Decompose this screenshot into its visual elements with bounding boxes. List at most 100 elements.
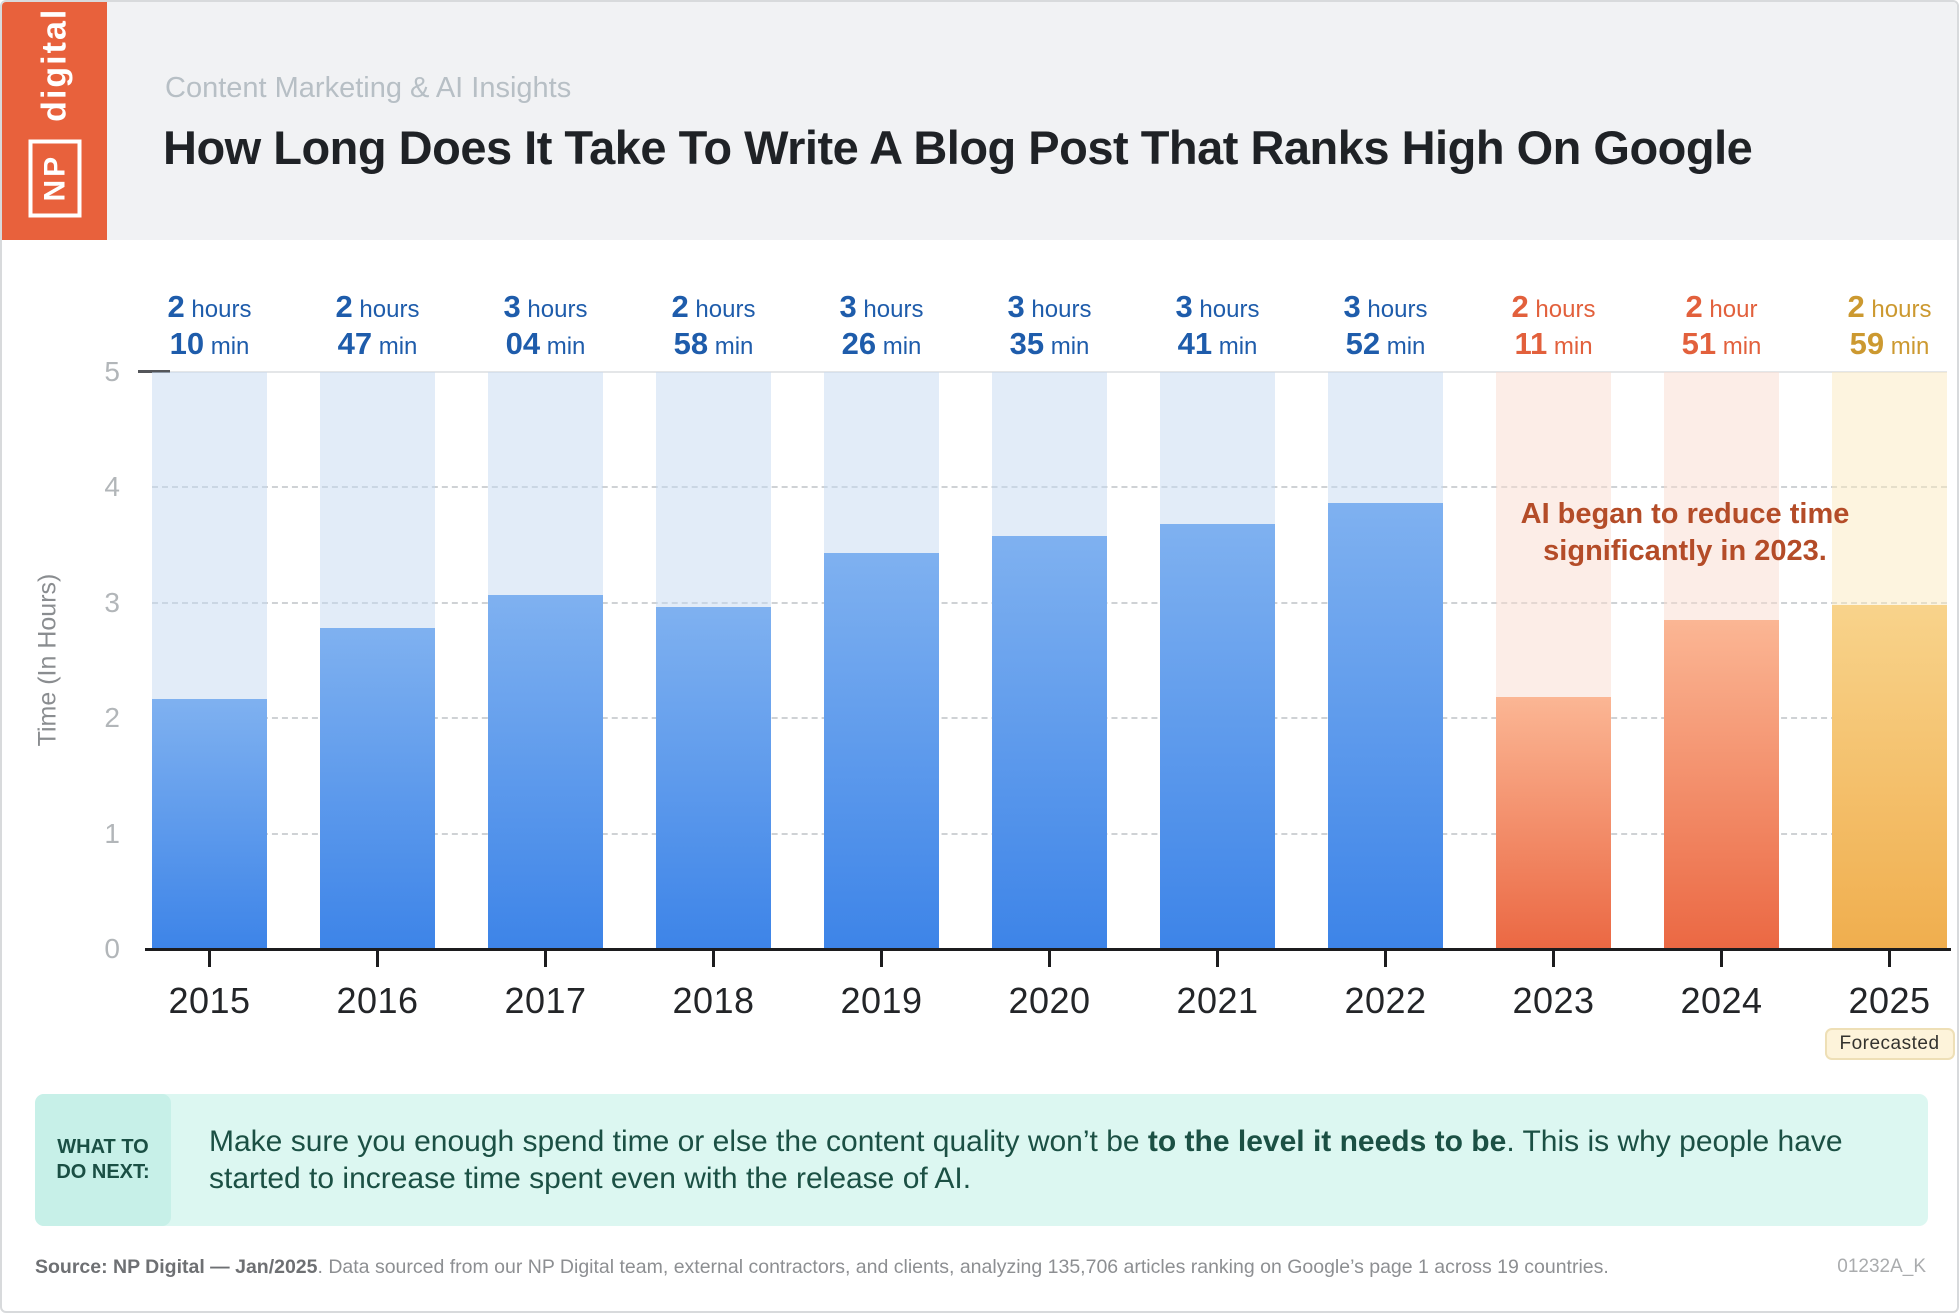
x-tick-2015 xyxy=(208,951,211,967)
bar-value-label-2023: 2 hours 11 min xyxy=(1511,289,1596,361)
bar-value-label-2018: 2 hours 58 min xyxy=(671,289,756,361)
callout-text-before: Make sure you enough spend time or else … xyxy=(209,1125,1148,1158)
bar-value-label-2015: 2 hours 10 min xyxy=(167,289,252,361)
bar-2022 xyxy=(1328,502,1443,949)
x-axis-label-2017: 2017 xyxy=(504,980,587,1021)
x-tick-cell-2017 xyxy=(488,951,603,969)
x-axis-label-2016: 2016 xyxy=(336,980,419,1021)
x-axis-label-2018: 2018 xyxy=(672,980,755,1021)
bar-track-2017 xyxy=(488,372,603,949)
what-to-do-next-callout: WHAT TO DO NEXT: Make sure you enough sp… xyxy=(35,1094,1928,1226)
bar-value-label-2024: 2 hour 51 min xyxy=(1681,289,1762,361)
bar-2018 xyxy=(656,606,771,949)
footer-source-rest: . Data sourced from our NP Digital team,… xyxy=(317,1256,1609,1278)
x-axis-label-2020: 2020 xyxy=(1008,980,1091,1021)
logo-digital-wordmark: digital xyxy=(35,7,74,122)
y-tick-label-2: 2 xyxy=(104,702,120,734)
x-tick-cell-2019 xyxy=(824,951,939,969)
x-axis-label-2019: 2019 xyxy=(840,980,923,1021)
callout-text: Make sure you enough spend time or else … xyxy=(209,1123,1899,1197)
bar-value-label-2020: 3 hours 35 min xyxy=(1007,289,1092,361)
plot-area xyxy=(152,372,1947,949)
np-digital-logo: NP digital xyxy=(2,2,107,240)
y-tick-label-1: 1 xyxy=(104,817,120,849)
bar-track-2016 xyxy=(320,372,435,949)
footer-source-bold: Source: NP Digital — Jan/2025 xyxy=(35,1256,318,1278)
footer: Source: NP Digital — Jan/2025. Data sour… xyxy=(35,1256,1928,1279)
bar-2015 xyxy=(152,698,267,949)
x-tick-cell-2015 xyxy=(152,951,267,969)
x-axis-label-2023: 2023 xyxy=(1512,980,1595,1021)
bar-value-label-2016: 2 hours 47 min xyxy=(335,289,420,361)
header: NP digital Content Marketing & AI Insigh… xyxy=(2,2,1957,240)
y-tick-label-4: 4 xyxy=(104,471,120,503)
callout-label-box: WHAT TO DO NEXT: xyxy=(35,1094,171,1226)
callout-label-line1: WHAT TO xyxy=(57,1136,149,1158)
x-axis-label-2021: 2021 xyxy=(1176,980,1259,1021)
ai-annotation-line2: significantly in 2023. xyxy=(1543,535,1827,567)
bar-value-label-2019: 3 hours 26 min xyxy=(839,289,924,361)
x-axis-label-2015: 2015 xyxy=(168,980,251,1021)
ai-annotation: AI began to reduce time significantly in… xyxy=(1500,496,1870,570)
bar-value-label-2017: 3 hours 04 min xyxy=(503,289,588,361)
x-tick-cell-2023 xyxy=(1496,951,1611,969)
bar-track-2015 xyxy=(152,372,267,949)
bar-2025 xyxy=(1832,604,1947,949)
callout-text-after: . This is why people have started to inc… xyxy=(209,1125,1843,1195)
bar-2017 xyxy=(488,595,603,949)
x-axis-line xyxy=(145,948,1951,951)
eyebrow-subtitle: Content Marketing & AI Insights xyxy=(165,72,572,104)
bar-track-2023 xyxy=(1496,372,1611,949)
bar-2019 xyxy=(824,552,939,949)
x-tick-2023 xyxy=(1552,951,1555,967)
bar-track-2021 xyxy=(1160,372,1275,949)
page-title: How Long Does It Take To Write A Blog Po… xyxy=(163,121,1753,174)
x-axis-ticks xyxy=(152,951,1947,969)
bar-track-2020 xyxy=(992,372,1107,949)
y-tick-label-0: 0 xyxy=(104,933,120,964)
bar-track-2024 xyxy=(1664,372,1779,949)
bar-value-label-2025: 2 hours 59 min xyxy=(1847,289,1932,361)
bar-2016 xyxy=(320,627,435,949)
y-tick-label-3: 3 xyxy=(104,586,120,618)
x-tick-cell-2021 xyxy=(1160,951,1275,969)
x-tick-2019 xyxy=(880,951,883,967)
np-digital-logo-text: NP digital xyxy=(3,2,108,240)
x-tick-cell-2024 xyxy=(1664,951,1779,969)
bar-value-label-2021: 3 hours 41 min xyxy=(1175,289,1260,361)
x-tick-2017 xyxy=(544,951,547,967)
x-tick-2016 xyxy=(376,951,379,967)
bar-2024 xyxy=(1664,620,1779,949)
bar-track-2019 xyxy=(824,372,939,949)
x-tick-cell-2016 xyxy=(320,951,435,969)
y-axis-top-tick xyxy=(138,370,170,373)
callout-text-bold: to the level it needs to be xyxy=(1147,1125,1507,1158)
logo-np-mark: NP xyxy=(28,139,82,218)
footer-reference-code: 01232A_K xyxy=(1837,1256,1926,1277)
x-axis-label-2024: 2024 xyxy=(1680,980,1763,1021)
callout-label-line2: DO NEXT: xyxy=(56,1161,150,1183)
bar-track-2022 xyxy=(1328,372,1443,949)
x-axis-label-2022: 2022 xyxy=(1344,980,1427,1021)
x-tick-2020 xyxy=(1048,951,1051,967)
x-tick-2025 xyxy=(1888,951,1891,967)
x-axis-labels-row: 2015 2016 2017 2018 2019 2020 2021 2022 2023 2024… xyxy=(152,980,1955,1060)
x-tick-cell-2025 xyxy=(1832,951,1947,969)
x-tick-2021 xyxy=(1216,951,1219,967)
bar-2020 xyxy=(992,535,1107,949)
x-tick-cell-2020 xyxy=(992,951,1107,969)
ai-annotation-line1: AI began to reduce time xyxy=(1520,498,1850,530)
bar-2021 xyxy=(1160,523,1275,949)
x-tick-2022 xyxy=(1384,951,1387,967)
x-tick-cell-2022 xyxy=(1328,951,1443,969)
bar-value-label-2022: 3 hours 52 min xyxy=(1343,289,1428,361)
y-tick-label-5: 5 xyxy=(104,356,120,387)
forecasted-badge: Forecasted xyxy=(1824,1028,1955,1060)
x-tick-cell-2018 xyxy=(656,951,771,969)
bar-track-2018 xyxy=(656,372,771,949)
bar-2023 xyxy=(1496,697,1611,949)
bar-track-2025 xyxy=(1832,372,1947,949)
x-tick-2024 xyxy=(1720,951,1723,967)
